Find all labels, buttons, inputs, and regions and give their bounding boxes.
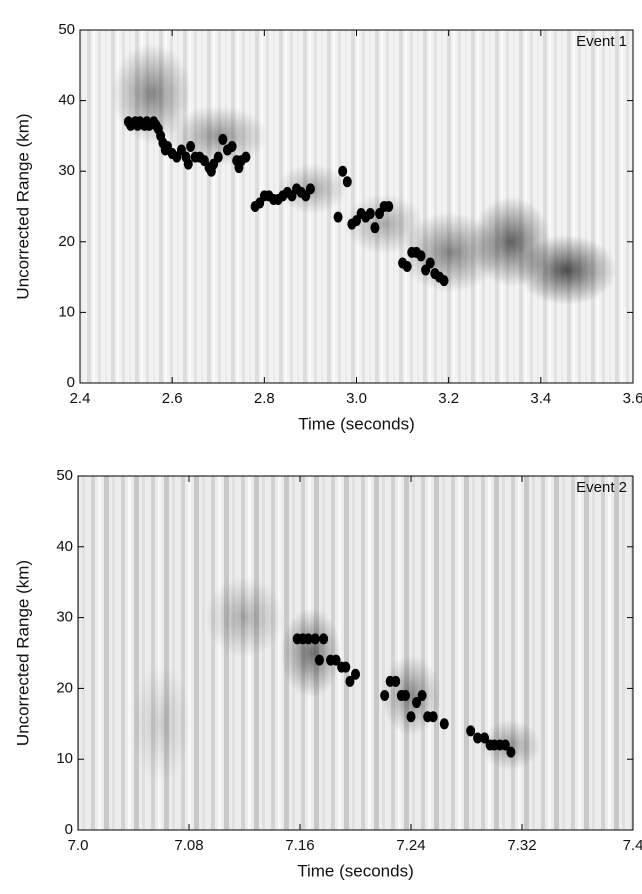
x-tick-label: 2.8 [254,390,275,407]
y-tick-label: 30 [58,162,75,179]
data-point [342,176,352,188]
data-point [417,689,427,701]
panel: 7.0 7.08 7.16 7.24 7.32 7.4 0 10 20 30 40 50 Event 2… [13,467,642,881]
density-blob [281,608,342,698]
data-point [186,140,196,152]
y-tick-label: 50 [58,21,75,38]
density-blob [131,663,192,784]
plot-frame [77,475,634,831]
data-point [391,675,401,687]
data-point [400,689,410,701]
data-point [384,201,394,212]
data-point [314,654,324,666]
data-point [303,633,313,645]
data-point [425,257,435,269]
data-point [227,140,237,152]
x-tick-label: 3.2 [438,390,459,407]
y-tick-label: 50 [56,467,73,484]
data-point [338,165,348,177]
data-point [406,711,416,723]
data-point [402,261,412,273]
data-point [365,208,375,220]
data-point [480,732,490,744]
data-point [439,718,449,730]
y-tick-label: 0 [65,821,73,838]
y-tick-label: 10 [58,303,75,320]
x-tick-label: 7.24 [396,837,425,854]
x-tick-label: 7.0 [68,837,89,854]
data-point [183,158,193,170]
data-point [370,222,380,234]
x-tick-label: 7.16 [285,837,314,854]
data-point [416,250,426,262]
density-blob [381,655,441,736]
y-tick-label: 20 [58,233,75,250]
data-point [241,151,251,163]
x-tick-label: 7.4 [623,837,642,854]
x-tick-label: 2.6 [162,390,183,407]
density-blob [204,577,285,658]
density-blob [516,235,617,306]
data-point [351,668,360,680]
data-point [310,633,320,645]
data-point [331,654,341,666]
y-tick-label: 40 [56,538,73,555]
data-point [439,275,449,287]
x-axis-label: Time (seconds) [298,414,415,433]
data-point [500,739,510,751]
y-axis-label: Uncorrected Range (km) [13,560,32,746]
y-tick-label: 20 [56,679,73,696]
data-point [466,725,476,737]
data-point [380,689,390,701]
annotation: Event 1 [576,33,627,50]
x-tick-label: 7.08 [174,837,203,854]
x-tick-label: 3.0 [346,390,367,407]
y-tick-label: 0 [67,374,75,391]
panel: 2.4 2.6 2.8 3.0 3.2 3.4 3.6 0 10 20 30 40 50 Event 1 T… [13,21,642,434]
y-tick-label: 30 [56,609,73,626]
data-point [319,633,329,645]
x-tick-label: 3.6 [623,390,642,407]
y-axis-label: Uncorrected Range (km) [13,113,32,299]
data-point [213,151,223,163]
data-point [506,746,516,758]
data-point [218,133,228,145]
y-tick-label: 10 [56,750,73,767]
data-point [412,697,422,709]
x-tick-label: 2.4 [70,390,91,407]
data-point [473,732,483,744]
density-blob [480,720,541,771]
annotation: Event 2 [576,479,627,496]
data-point [345,675,355,687]
x-tick-label: 7.32 [507,837,536,854]
x-axis-label: Time (seconds) [297,861,414,880]
data-point [341,661,351,673]
y-tick-label: 40 [58,92,75,109]
data-point [305,183,315,195]
x-tick-label: 3.4 [530,390,551,407]
data-point [333,211,343,223]
data-point [428,711,438,723]
